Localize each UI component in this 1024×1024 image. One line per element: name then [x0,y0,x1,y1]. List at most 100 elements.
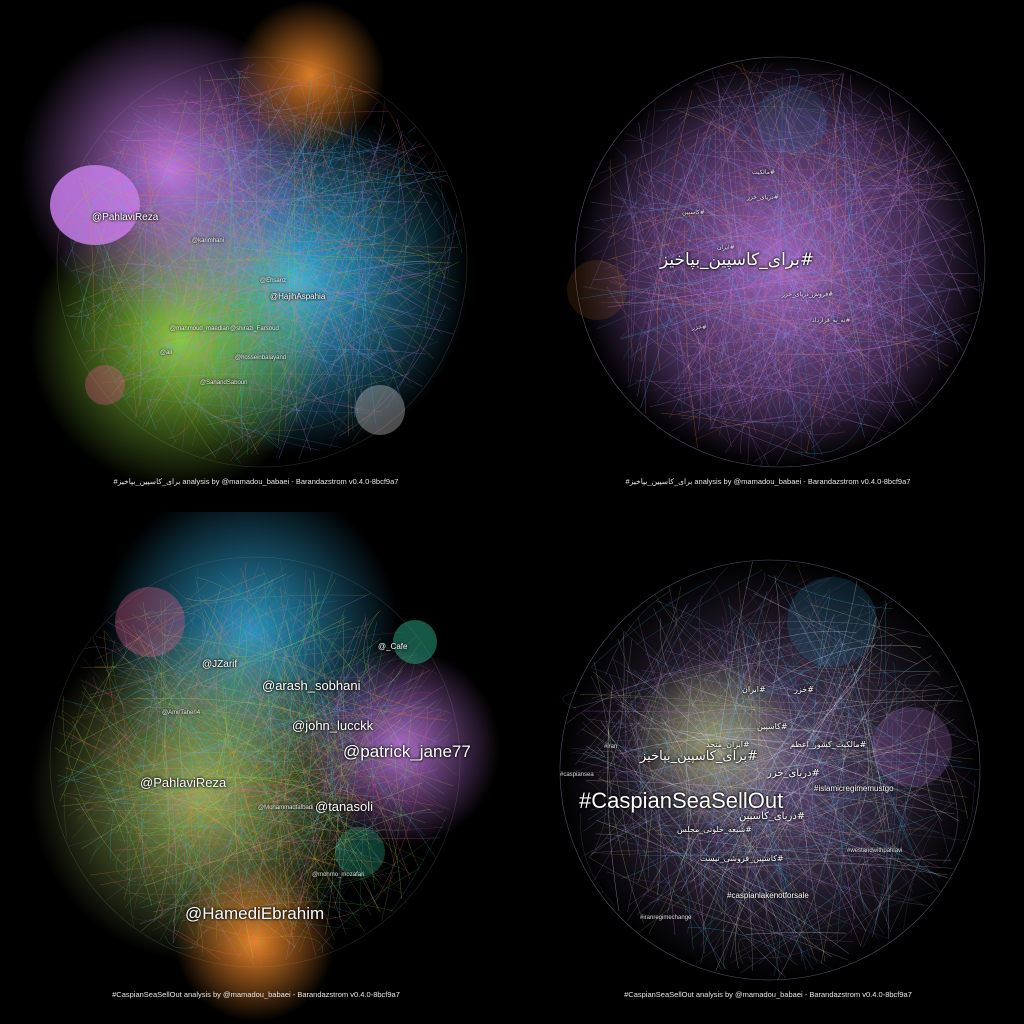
edge [779,666,959,692]
edge [133,587,276,694]
edge [164,805,239,955]
edge [224,79,427,262]
edge [65,767,354,834]
edge [721,96,840,249]
edge [130,768,182,858]
edge [870,155,936,240]
edge [228,821,290,945]
edge [117,685,422,784]
edge [256,626,344,899]
edge [206,66,245,223]
edge [584,710,794,716]
edge [129,705,154,926]
edge [606,871,723,883]
edge [787,643,868,873]
edge [764,87,949,199]
edge [215,175,303,256]
caption: #CaspianSeaSellOut analysis by @mamadou_… [624,990,912,999]
edge [94,635,261,719]
edge [396,172,407,293]
edge [66,221,297,256]
edge [72,709,140,779]
edge [612,658,956,841]
edge [294,741,370,930]
edge [228,616,347,657]
edge [306,757,358,905]
edge [121,142,306,327]
edge [793,320,821,436]
edge [190,308,326,347]
edge [110,778,338,805]
edge [624,699,650,751]
edge [768,196,815,212]
edge [791,134,903,171]
edge [338,169,385,175]
edge [768,621,867,915]
edge [839,224,963,274]
edge [587,655,807,820]
edge [584,756,906,785]
edge [786,200,805,349]
edge [143,711,240,755]
edge [256,141,417,445]
edge [229,598,314,747]
edge [267,150,324,334]
edge [785,114,865,438]
edge [740,731,839,787]
edge [777,670,881,679]
edge [109,699,149,859]
edge [730,905,854,964]
edge [663,123,669,261]
edge [661,157,797,205]
edge [176,637,301,792]
edge [176,265,203,274]
edge [627,654,879,841]
edge [175,626,281,896]
edge [280,603,353,755]
edge [590,581,711,668]
edge [601,725,895,756]
edge [819,614,835,669]
edge [631,155,659,362]
edge [79,679,170,711]
edge [569,669,815,774]
edge [686,678,707,933]
edge [246,217,345,423]
edge [702,113,840,280]
edge [922,684,955,702]
edge [827,701,962,762]
edge [255,705,425,816]
edge [617,717,718,724]
edge [698,640,743,854]
edge [169,275,292,305]
edge [287,203,352,338]
edge [794,587,966,737]
edge [695,368,821,440]
edge [238,125,254,199]
edge [643,251,923,405]
edge [805,157,894,308]
edge [142,215,345,419]
edge [644,840,662,859]
edge [90,119,302,242]
node-label: @mahmoud_maedian [170,326,230,332]
edge [126,302,279,449]
edge [634,666,663,778]
edge [256,141,319,304]
edge [137,697,454,787]
edge [234,426,342,448]
edge [592,671,795,914]
edge [608,264,767,396]
edge [663,616,757,773]
edge [253,592,353,773]
edge [372,800,402,900]
edge [302,123,385,411]
edge [213,178,252,339]
edge [274,174,358,392]
edge [163,628,437,799]
edge [805,257,817,286]
edge [61,176,114,227]
node-label: #کاسپین [757,722,788,731]
edge [269,841,335,937]
edge [767,323,965,355]
